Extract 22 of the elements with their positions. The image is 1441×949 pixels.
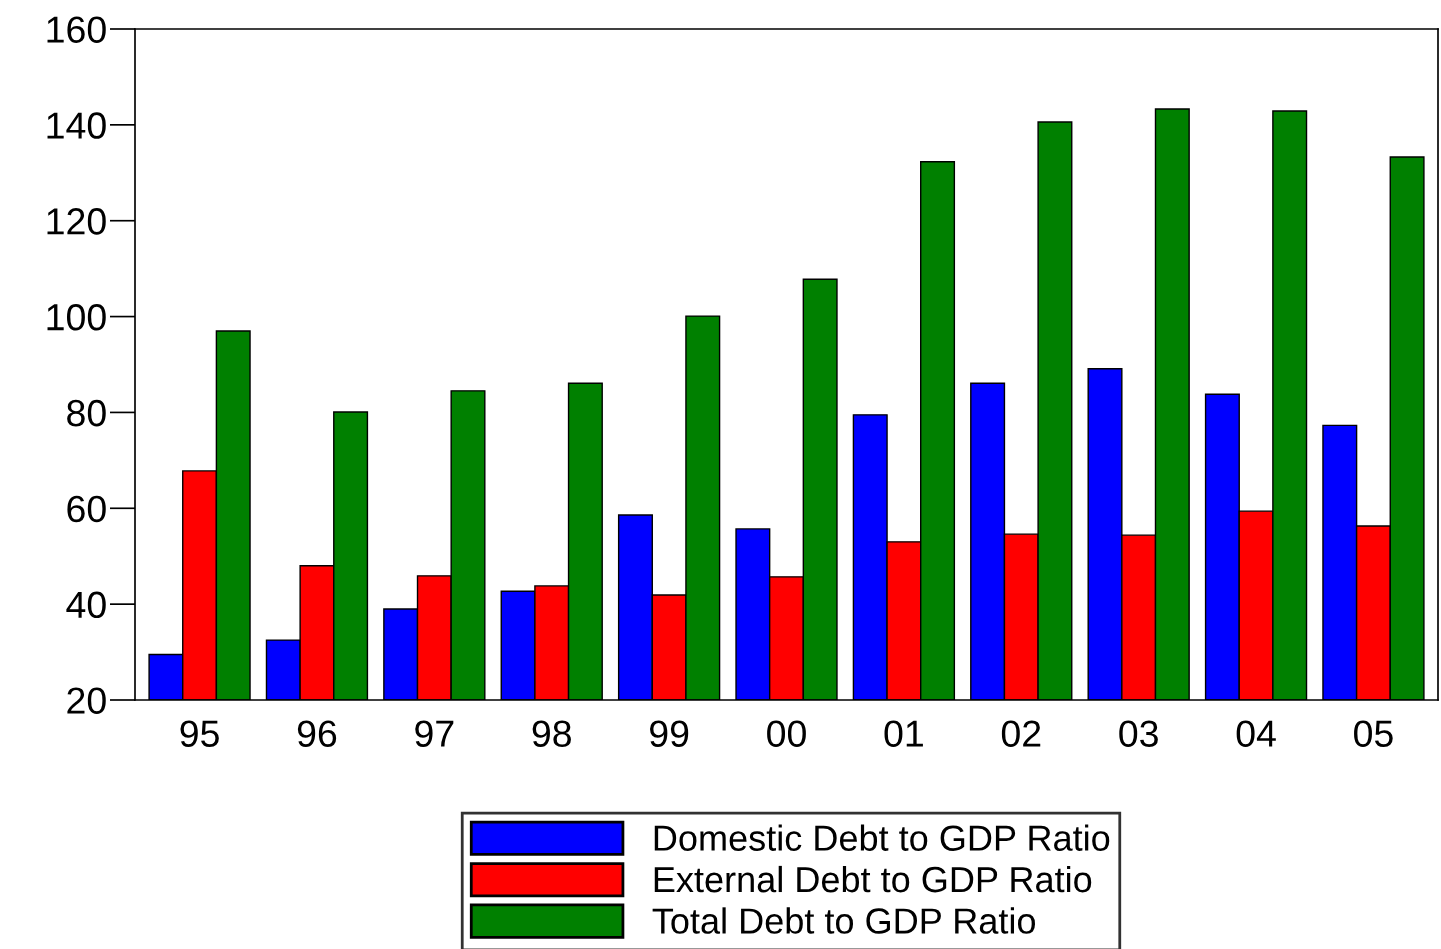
x-tick-label: 01	[884, 720, 923, 747]
x-tick-label: 04	[1236, 720, 1276, 747]
x-tick-label: 05	[1354, 720, 1393, 747]
x-tick-label: 98	[532, 720, 571, 747]
y-tick-label: 120	[47, 208, 106, 235]
x-tick-label: 03	[1119, 720, 1158, 747]
x-tick-label: 97	[415, 720, 454, 747]
legend-label: Domestic Debt to GDP Ratio	[654, 824, 1110, 851]
y-tick-label: 140	[47, 112, 106, 139]
y-tick-label: 100	[47, 303, 106, 331]
y-tick-label: 60	[67, 495, 106, 523]
y-tick-label: 40	[66, 591, 106, 619]
x-tick-label: 95	[180, 720, 219, 747]
x-tick-label: 02	[1001, 720, 1041, 747]
x-tick-label: 96	[297, 720, 337, 747]
y-tick-label: 20	[67, 687, 106, 714]
x-tick-label: 99	[650, 720, 689, 747]
y-tick-label: 80	[67, 399, 106, 427]
legend-label: External Debt to GDP Ratio	[654, 865, 1092, 893]
y-tick-label: 160	[47, 16, 106, 43]
x-tick-label: 00	[767, 720, 806, 747]
legend-label: Total Debt to GDP Ratio	[652, 907, 1036, 934]
